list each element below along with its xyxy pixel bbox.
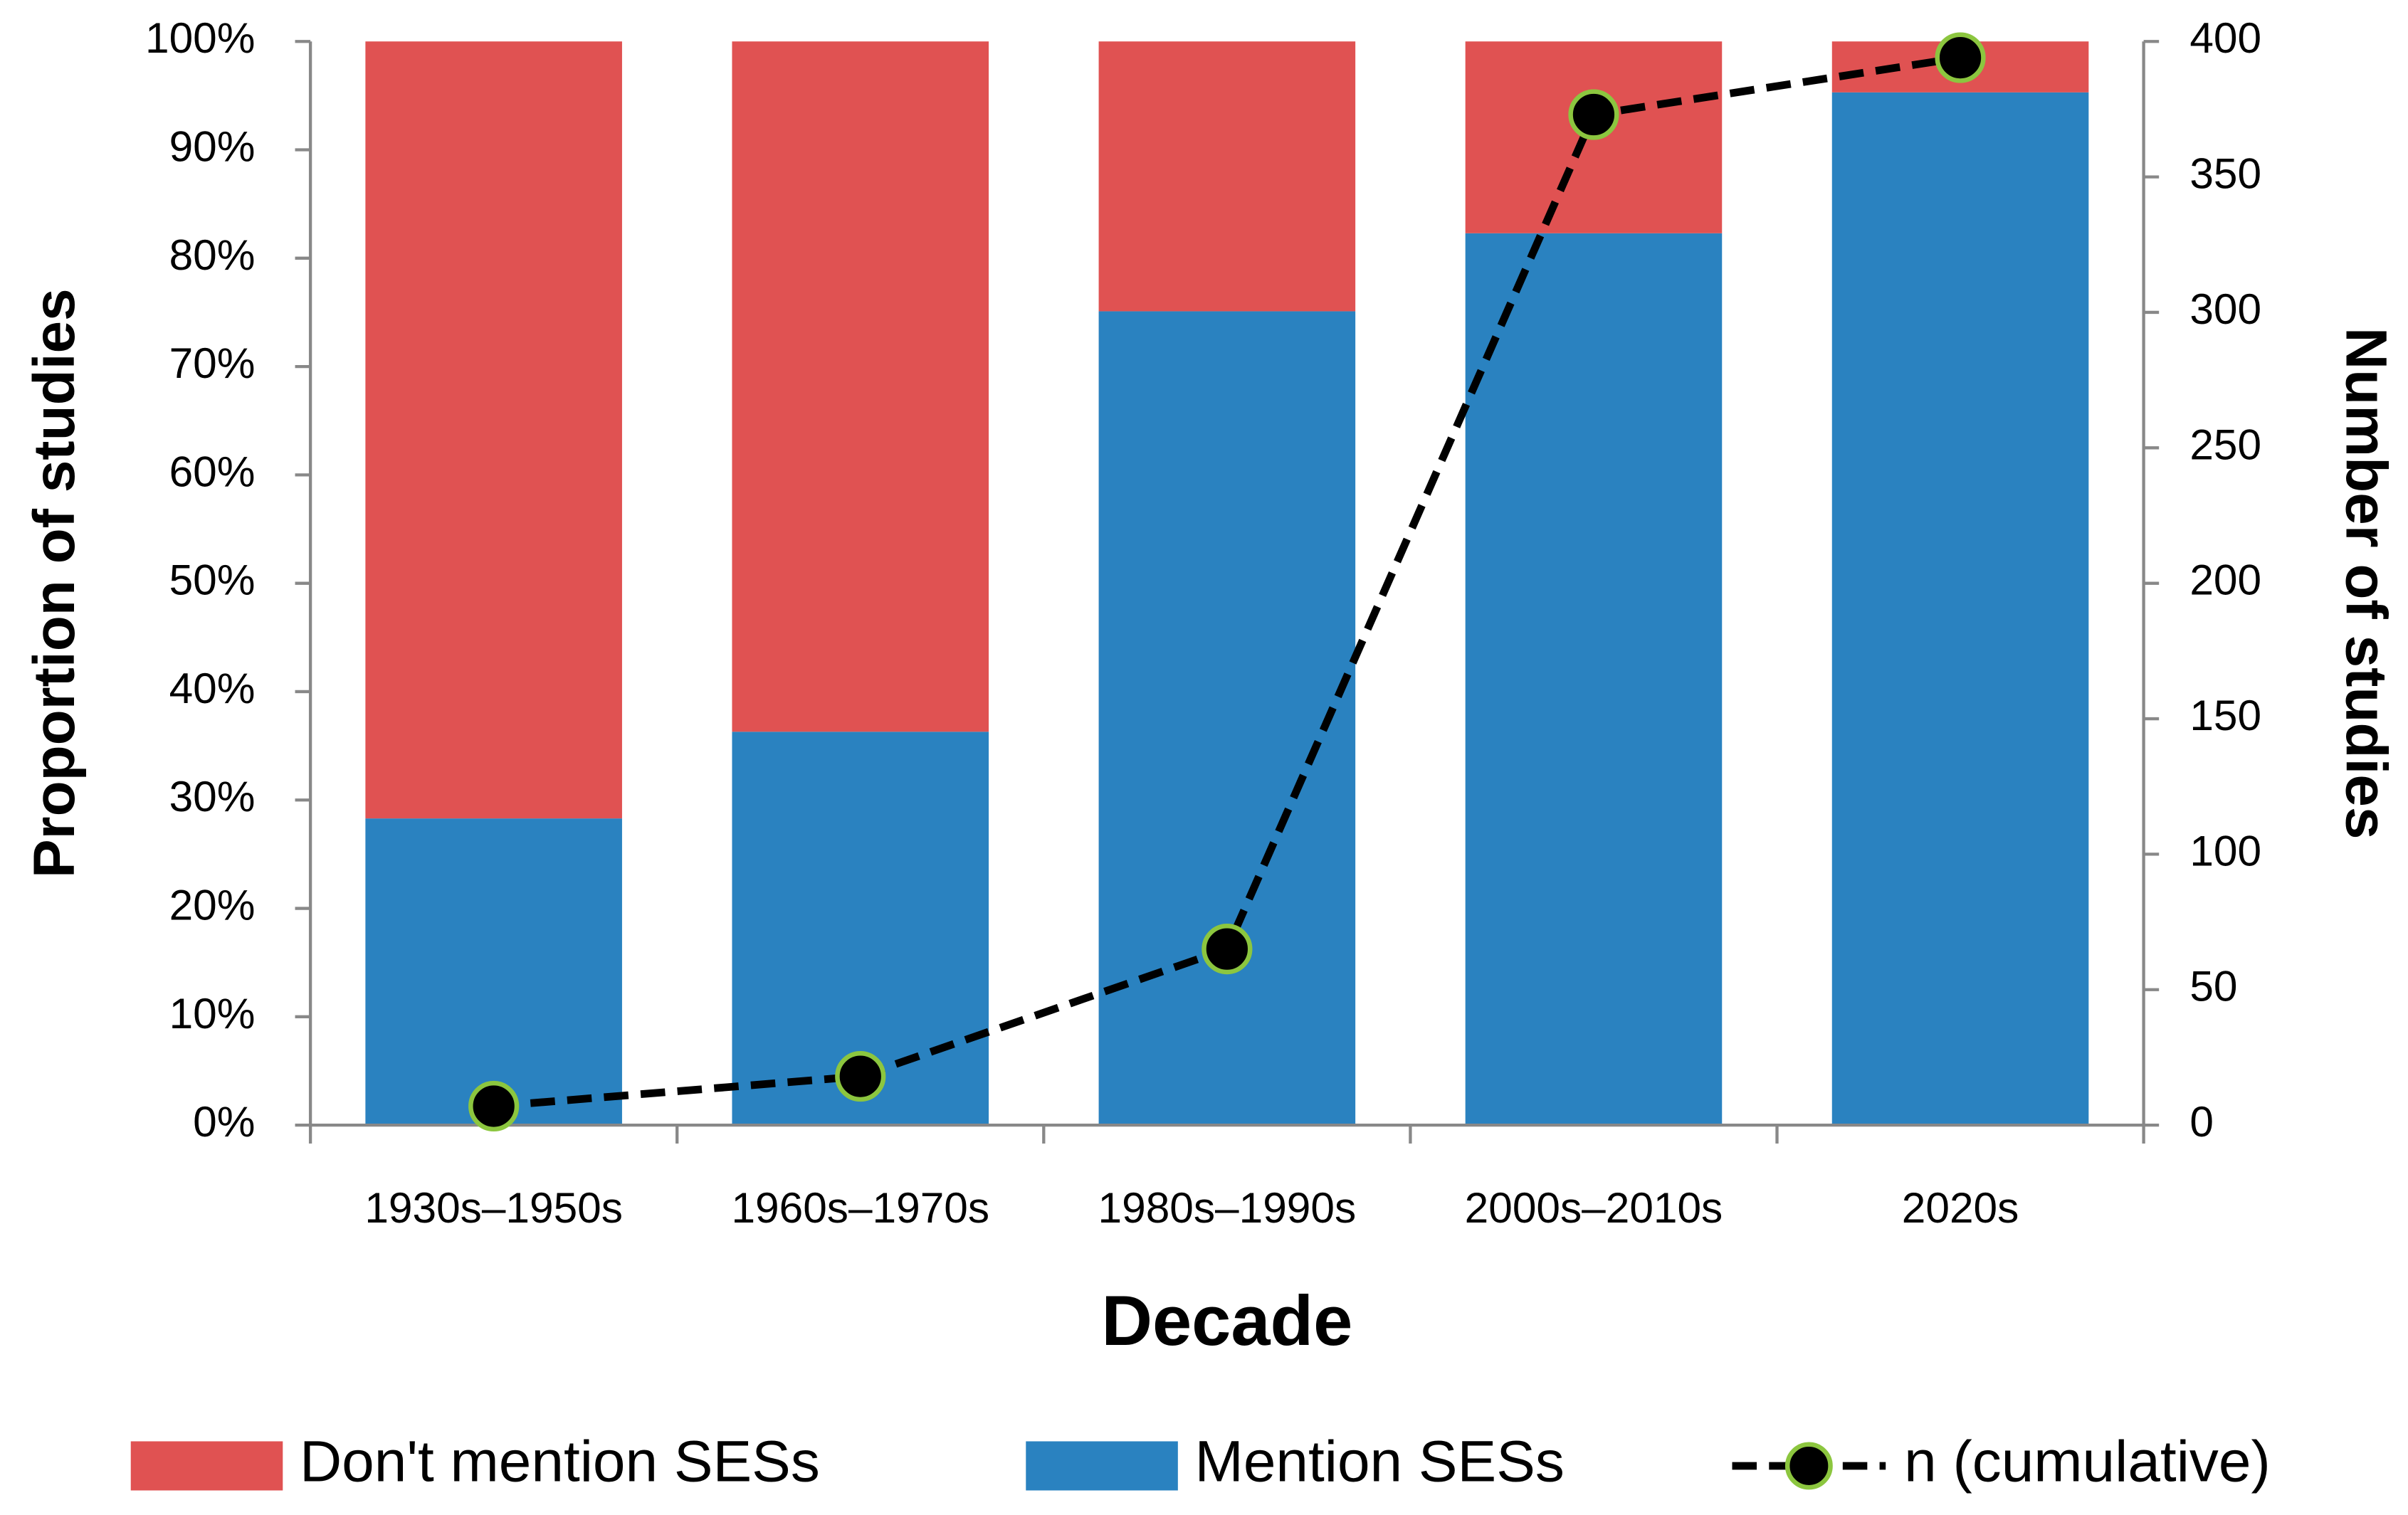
- y-tick-label: 90%: [169, 122, 256, 170]
- y-tick-label: 70%: [169, 339, 256, 387]
- legend-marker: [1784, 1442, 1833, 1490]
- y2-tick-label: 150: [2189, 691, 2261, 739]
- bar-segment: [1098, 311, 1356, 1126]
- y-tick-label: 30%: [169, 772, 256, 820]
- y2-tick-label: 200: [2189, 556, 2261, 604]
- point: [835, 1050, 886, 1102]
- x-tick-label: 1980s–1990s: [1098, 1183, 1357, 1232]
- y2-tick-label: 300: [2189, 285, 2261, 333]
- bar-segment: [1465, 233, 1723, 1126]
- y2-tick-label: 350: [2189, 149, 2261, 198]
- x-tick-label: 2020s: [1902, 1183, 2019, 1232]
- point: [1568, 89, 1619, 140]
- y-axis-title: Proportion of studies: [22, 288, 87, 878]
- bar-segment: [365, 818, 622, 1126]
- point: [1202, 924, 1253, 975]
- point: [468, 1080, 520, 1132]
- bar-segment: [1098, 41, 1356, 312]
- y2-tick-label: 250: [2189, 420, 2261, 468]
- y-tick-label: 20%: [169, 880, 256, 929]
- bar-segment: [732, 41, 989, 732]
- y-tick-label: 50%: [169, 556, 256, 604]
- x-axis-title: Decade: [1101, 1282, 1352, 1361]
- y-tick-label: 10%: [169, 989, 256, 1038]
- point: [1935, 32, 1986, 83]
- y-tick-label: 40%: [169, 664, 256, 712]
- y-tick-label: 60%: [169, 447, 256, 495]
- x-tick-label: 1960s–1970s: [731, 1183, 989, 1232]
- y2-tick-label: 0: [2189, 1097, 2214, 1146]
- bar-segment: [365, 41, 622, 819]
- legend-label: Mention SESs: [1195, 1430, 1565, 1494]
- y2-tick-label: 100: [2189, 826, 2261, 875]
- y-tick-label: 100%: [145, 14, 255, 62]
- x-tick-label: 1930s–1950s: [364, 1183, 623, 1232]
- y2-tick-label: 400: [2189, 14, 2261, 62]
- y2-axis-title: Number of studies: [2333, 327, 2398, 839]
- legend-label: Don't mention SESs: [300, 1430, 820, 1494]
- legend-swatch: [130, 1441, 283, 1491]
- x-tick-label: 2000s–2010s: [1465, 1183, 1723, 1232]
- y-tick-label: 80%: [169, 231, 256, 279]
- y-tick-label: 0%: [193, 1097, 255, 1146]
- legend-label: n (cumulative): [1904, 1430, 2271, 1494]
- bar-segment: [1831, 92, 2089, 1126]
- legend-swatch: [1026, 1441, 1178, 1491]
- y2-tick-label: 50: [2189, 962, 2237, 1010]
